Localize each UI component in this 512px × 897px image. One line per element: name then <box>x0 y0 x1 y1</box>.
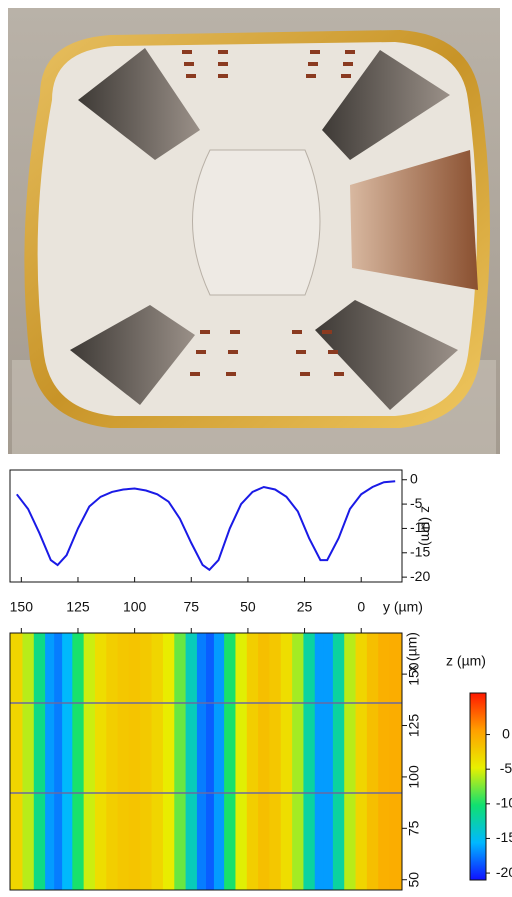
x-tick-label: 0 <box>357 599 365 615</box>
heatmap-column <box>83 633 96 890</box>
heatmap-column <box>258 633 270 890</box>
heatmap-column <box>355 633 368 890</box>
heatmap-column <box>280 633 293 890</box>
x-tick-label: 125 <box>66 599 90 615</box>
heatmap-column <box>314 633 325 890</box>
heatmap-column <box>332 633 345 890</box>
x-tick-label: 150 <box>10 599 34 615</box>
heatmap-column <box>185 633 198 890</box>
heatmap-frame <box>9 632 403 891</box>
heatmap-column <box>22 633 35 890</box>
y-tick-label: 50 <box>406 872 422 888</box>
x-tick-label: 100 <box>123 599 147 615</box>
heatmap-column <box>72 633 85 890</box>
heatmap-column <box>106 633 119 890</box>
heatmap-column <box>94 633 107 890</box>
heatmap-column <box>196 633 207 890</box>
colorbar-label: z (µm) <box>446 653 486 669</box>
y-tick-label: 125 <box>406 714 422 738</box>
heatmap-column <box>389 633 402 890</box>
colorbar-tick-label: -5 <box>500 760 512 776</box>
heatmap-column <box>303 633 316 890</box>
x-tick-label: 50 <box>240 599 256 615</box>
y-tick-label: -10 <box>410 519 430 535</box>
colorbar-tick-label: -15 <box>496 829 512 845</box>
heatmap-column <box>140 633 153 890</box>
heatmap-column <box>33 633 46 890</box>
x-tick-label: 25 <box>297 599 313 615</box>
heatmap-column <box>323 633 334 890</box>
heatmap-column <box>151 633 164 890</box>
heatmap-column <box>366 633 379 890</box>
heatmap-column <box>269 633 282 890</box>
heatmap-column <box>45 633 55 890</box>
y-tick-label: -15 <box>410 543 430 559</box>
colorbar-tick-label: 0 <box>502 725 510 741</box>
heatmap-column <box>10 633 23 890</box>
y-tick-label: 150 <box>406 662 422 686</box>
y-axis-label: z (µm) <box>418 506 434 546</box>
y-tick-label: 0 <box>410 470 418 486</box>
y-tick-label: -20 <box>410 568 430 584</box>
heatmap-column <box>174 633 187 890</box>
heatmap-column <box>224 633 236 890</box>
heatmap-column <box>235 633 248 890</box>
heatmap-column <box>292 633 304 890</box>
colorbar-tick-label: -10 <box>496 795 512 811</box>
y-axis-label: x (µm) <box>404 632 420 672</box>
heatmap-column <box>162 633 175 890</box>
y-tick-label: -5 <box>410 495 423 511</box>
profile-line <box>16 480 396 572</box>
x-tick-label: 75 <box>183 599 199 615</box>
heatmap <box>10 633 402 890</box>
y-tick-label: 100 <box>406 765 422 789</box>
x-axis-label: y (µm) <box>383 599 423 615</box>
photo <box>8 8 500 454</box>
colorbar <box>469 692 487 881</box>
line-plot-frame <box>9 469 403 583</box>
heatmap-column <box>62 633 73 890</box>
colorbar-tick-label: -20 <box>496 864 512 880</box>
heatmap-column <box>128 633 141 890</box>
heatmap-column <box>117 633 130 890</box>
heatmap-column <box>213 633 225 890</box>
heatmap-column <box>344 633 357 890</box>
heatmap-column <box>206 633 215 890</box>
y-tick-label: 75 <box>406 820 422 836</box>
heatmap-column <box>378 633 391 890</box>
heatmap-column <box>246 633 259 890</box>
heatmap-column <box>54 633 63 890</box>
